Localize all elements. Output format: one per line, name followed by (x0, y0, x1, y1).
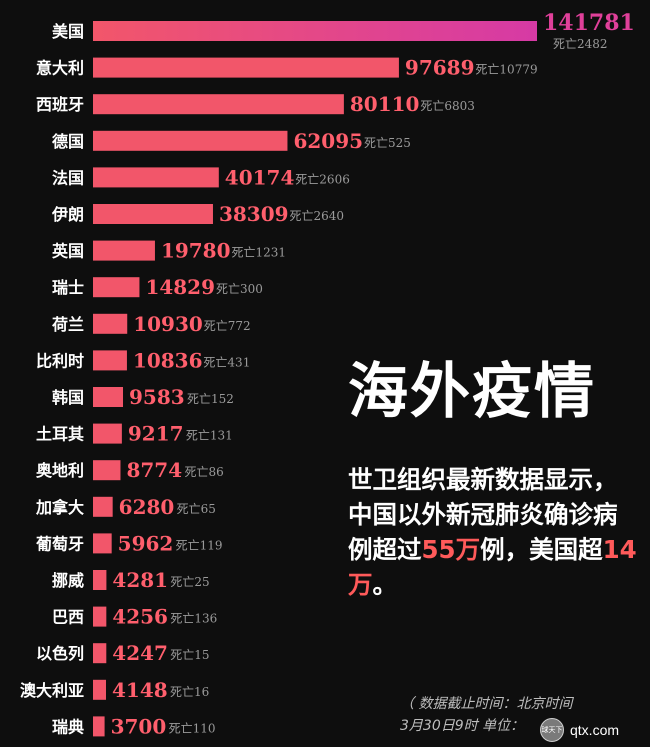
death-count-label: 死亡2482 (553, 37, 608, 51)
bar-value-label: 4281 (112, 568, 168, 592)
death-count-label: 死亡152 (187, 392, 234, 406)
bar-value-label: 97689 (405, 56, 475, 80)
bar-value-label: 6280 (119, 495, 175, 519)
summary-highlight-cases: 55万 (421, 535, 481, 564)
bar-category-label: 德国 (52, 132, 84, 151)
death-count-label: 死亡119 (176, 538, 223, 552)
headline: 海外疫情 (348, 357, 596, 427)
bar (93, 496, 113, 517)
bar-value-label: 10930 (133, 312, 203, 336)
death-count-label: 死亡6803 (420, 99, 475, 113)
death-count-label: 死亡431 (203, 355, 250, 369)
bar-category-label: 澳大利亚 (20, 681, 84, 700)
bar-category-label: 巴西 (52, 608, 84, 627)
bar-value-label: 40174 (225, 165, 295, 189)
bar-value-label: 4256 (112, 605, 168, 629)
bar-value-label: 4148 (112, 678, 168, 702)
bar (93, 460, 121, 481)
bar (93, 350, 127, 371)
bar-value-label: 4247 (112, 641, 168, 665)
bar-value-label: 141781 (543, 10, 635, 36)
bar-value-label: 80110 (350, 92, 420, 116)
bar (93, 716, 105, 737)
bar-category-label: 奥地利 (36, 461, 84, 480)
death-count-label: 死亡772 (204, 319, 251, 333)
bar-category-label: 英国 (51, 242, 84, 261)
bar-category-label: 伊朗 (51, 205, 84, 224)
bar-category-label: 比利时 (36, 351, 84, 370)
bar-value-label: 5962 (118, 531, 174, 555)
death-count-label: 死亡65 (177, 502, 216, 516)
bar (93, 606, 107, 627)
death-count-label: 死亡2606 (295, 172, 350, 186)
bar (93, 21, 537, 41)
bar-value-label: 38309 (219, 202, 289, 226)
bar-value-label: 19780 (161, 239, 231, 263)
bar-value-label: 62095 (293, 129, 363, 153)
watermark-site: qtx.com (570, 722, 620, 738)
bar-category-label: 美国 (52, 22, 84, 41)
bar-category-label: 荷兰 (52, 315, 84, 334)
bar (93, 240, 155, 261)
bar-value-label: 10836 (133, 348, 203, 372)
death-count-label: 死亡10779 (475, 63, 537, 77)
summary-highlight-us: 14万 (348, 535, 637, 599)
summary-text: 世卫组织最新数据显示，中国以外新冠肺炎确诊病例超过55万例，美国超14万。 (348, 462, 640, 602)
bar-category-label: 以色列 (36, 644, 84, 663)
bar-category-label: 韩国 (52, 388, 84, 407)
death-count-label: 死亡131 (186, 429, 233, 443)
bar (93, 570, 107, 590)
summary-part-1: 世卫组织最新数据显示，中国以外新冠肺炎确诊病例超过 (348, 465, 618, 564)
bar-category-label: 西班牙 (36, 95, 84, 114)
death-count-label: 死亡25 (170, 575, 209, 589)
bar-category-label: 土耳其 (36, 425, 84, 444)
bar (93, 277, 140, 298)
bar (93, 130, 288, 151)
death-count-label: 死亡136 (170, 612, 217, 626)
bar-value-label: 14829 (145, 275, 215, 299)
bar (93, 533, 112, 554)
watermark-logo-icon: 球天下 (540, 718, 564, 742)
death-count-label: 死亡1231 (231, 246, 286, 260)
death-count-label: 死亡86 (184, 465, 223, 479)
death-count-label: 死亡300 (216, 282, 263, 296)
bar-value-label: 3700 (111, 714, 167, 738)
death-count-label: 死亡110 (169, 721, 216, 735)
bar-value-label: 9217 (128, 422, 184, 446)
bar-category-label: 法国 (52, 168, 84, 187)
bar-category-label: 瑞典 (52, 717, 84, 736)
note-line-1: （ 数据截止时间：北京时间 (400, 696, 573, 712)
bar (93, 643, 107, 664)
bar-value-label: 8774 (126, 458, 182, 482)
death-count-label: 死亡525 (364, 136, 411, 150)
bar (93, 679, 106, 700)
bar (93, 423, 122, 444)
death-count-label: 死亡2640 (289, 209, 344, 223)
watermark: 球天下 qtx.com (540, 718, 619, 742)
bar-category-label: 加拿大 (35, 498, 84, 517)
death-count-label: 死亡15 (170, 648, 209, 662)
bar (93, 94, 344, 115)
summary-part-2: 例，美国超 (480, 535, 603, 564)
note-line-2: 3月30日9时 单位： (400, 718, 525, 734)
data-source-note: （ 数据截止时间：北京时间 3月30日9时 单位： (400, 693, 645, 737)
bar (93, 387, 124, 407)
bar (93, 313, 128, 334)
bar-category-label: 瑞士 (52, 278, 84, 297)
bar-category-label: 意大利 (36, 59, 84, 78)
bar (93, 57, 399, 78)
summary-part-3: 。 (372, 570, 398, 599)
death-count-label: 死亡16 (170, 685, 209, 699)
bar-value-label: 9583 (129, 385, 185, 409)
bar (93, 167, 219, 188)
bar-category-label: 葡萄牙 (35, 534, 84, 553)
bar (93, 204, 213, 224)
bar-category-label: 挪威 (52, 571, 84, 590)
